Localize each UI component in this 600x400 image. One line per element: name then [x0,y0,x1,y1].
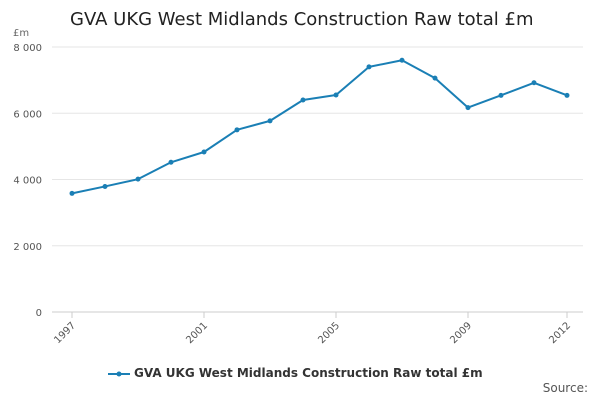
data-point[interactable] [366,64,372,70]
y-tick-label: 8 000 [13,43,42,54]
x-tick-label: 2012 [547,320,573,346]
data-point[interactable] [300,97,306,103]
legend-line-marker-icon [108,371,130,376]
data-point[interactable] [234,127,240,133]
y-tick-label: 0 [36,308,42,319]
data-point[interactable] [168,159,174,165]
data-point[interactable] [69,190,75,196]
legend[interactable]: GVA UKG West Midlands Construction Raw t… [108,366,483,380]
series-layer [69,57,570,196]
data-point[interactable] [201,149,207,155]
legend-item-label: GVA UKG West Midlands Construction Raw t… [134,366,483,380]
data-point[interactable] [399,57,405,63]
data-point[interactable] [333,92,339,98]
data-point[interactable] [102,183,108,189]
data-point[interactable] [267,118,273,124]
data-point[interactable] [564,92,570,98]
y-tick-label: 2 000 [13,242,42,253]
source-label: Source: [542,381,588,395]
chart-title: GVA UKG West Midlands Construction Raw t… [70,9,534,30]
y-axis-unit-label: £m [13,28,30,39]
gridlines [52,46,583,313]
x-tick-label: 2001 [184,320,210,346]
data-point[interactable] [531,80,537,86]
x-tick-label: 2009 [448,320,474,346]
y-tick-label: 4 000 [13,176,42,187]
y-tick-label: 6 000 [13,109,42,120]
data-point[interactable] [135,176,141,182]
x-axis-ticks: 1997 2001 2005 2009 2012 [52,312,573,346]
data-point[interactable] [432,75,438,81]
data-point[interactable] [498,92,504,98]
series-line [71,59,568,195]
x-tick-label: 1997 [52,320,78,346]
x-tick-label: 2005 [316,320,342,346]
data-point[interactable] [465,105,471,111]
y-axis-ticks: 0 2 000 4 000 6 000 8 000 [13,43,42,319]
